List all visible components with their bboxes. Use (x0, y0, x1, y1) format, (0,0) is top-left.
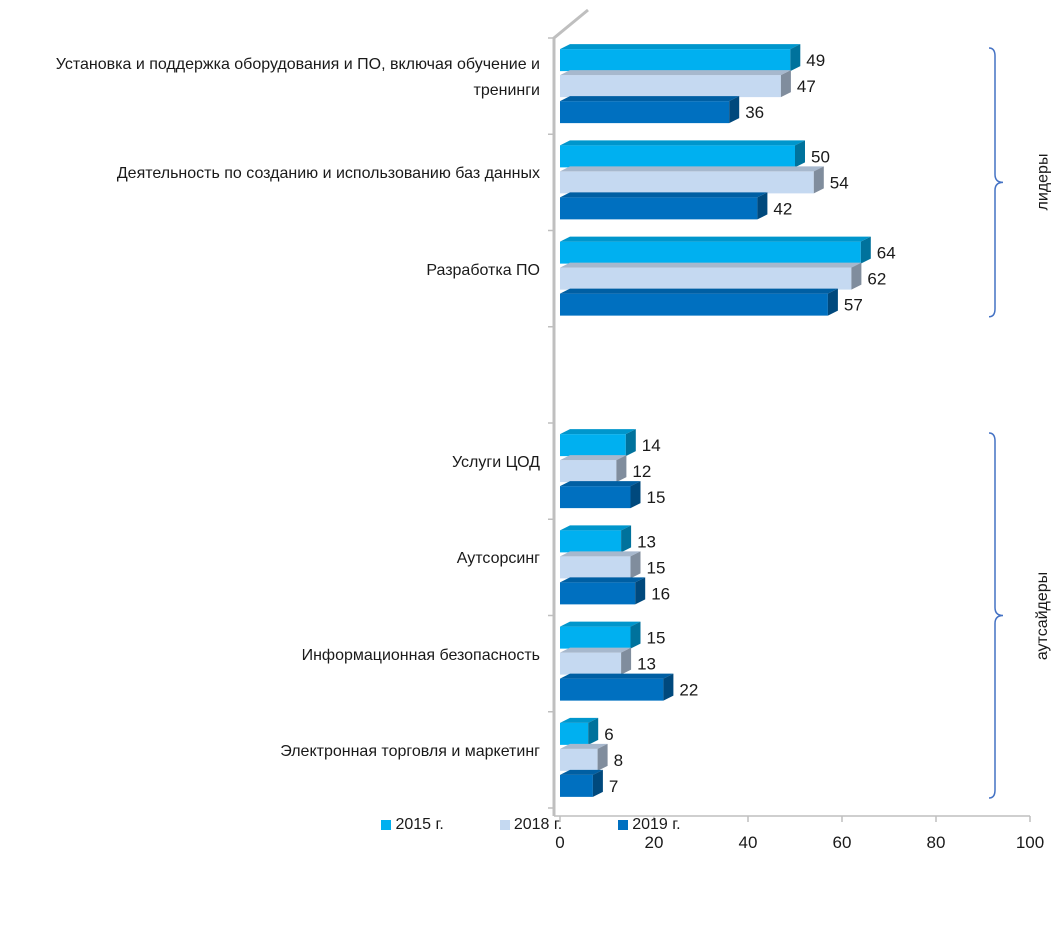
x-tick-label: 20 (645, 833, 664, 852)
bar-value-label: 13 (637, 532, 656, 551)
bar-value-label: 13 (637, 655, 656, 674)
legend-label: 2018 г. (513, 816, 563, 833)
bar (560, 673, 674, 701)
x-tick-label: 0 (555, 833, 564, 852)
bar-value-label: 7 (609, 777, 618, 796)
bar (560, 577, 646, 605)
x-tick-label: 80 (927, 833, 946, 852)
bar-value-label: 15 (647, 558, 666, 577)
group-bracket (988, 432, 1004, 799)
bar (560, 717, 599, 745)
bar (560, 743, 608, 771)
bar-value-label: 42 (773, 199, 792, 218)
legend-swatch (499, 820, 510, 830)
bar (560, 96, 740, 124)
category-label: Установка и поддержка оборудования и ПО,… (55, 56, 540, 100)
category-label: Услуги ЦОД (451, 454, 540, 472)
bar-value-label: 6 (604, 725, 613, 744)
bar (560, 288, 838, 316)
bar (560, 166, 824, 194)
x-tick-label: 60 (833, 833, 852, 852)
bar-value-label: 54 (830, 173, 849, 192)
bar (560, 647, 632, 675)
bar-value-label: 15 (647, 629, 666, 648)
bar-value-label: 14 (642, 436, 661, 455)
bar-value-label: 50 (811, 147, 830, 166)
bar-value-label: 62 (867, 270, 886, 289)
group-label: аутсайдеры (1034, 571, 1052, 660)
bar (560, 769, 603, 797)
category-label: Разработка ПО (426, 261, 540, 279)
x-tick-label: 40 (739, 833, 758, 852)
legend-item: 2018 г. (499, 816, 563, 834)
legend-item: 2015 г. (381, 816, 444, 834)
legend: 2015 г. 2018 г. 2019 г. (0, 816, 1062, 834)
bar-value-label: 36 (745, 103, 764, 122)
bar (560, 551, 641, 579)
bar (560, 140, 805, 168)
category-label: Информационная безопасность (301, 646, 540, 664)
bar-value-label: 8 (614, 751, 623, 770)
bar-value-label: 15 (647, 488, 666, 507)
bar (560, 236, 871, 264)
category-label: Электронная торговля и маркетинг (280, 742, 540, 760)
category-label: Аутсорсинг (456, 550, 540, 568)
bar (560, 621, 641, 649)
legend-label: 2015 г. (395, 816, 444, 833)
bar (560, 525, 632, 553)
bar (560, 192, 768, 220)
bar (560, 262, 862, 290)
bar (560, 455, 627, 483)
legend-label: 2019 г. (632, 816, 681, 833)
x-tick-label: 100 (1016, 833, 1044, 852)
bar-value-label: 16 (651, 584, 670, 603)
category-label: Деятельность по созданию и использованию… (116, 165, 540, 183)
group-label: лидеры (1033, 153, 1051, 211)
legend-swatch (618, 820, 629, 830)
legend-swatch (381, 820, 392, 830)
bar-value-label: 64 (877, 244, 896, 263)
bar-value-label: 12 (632, 462, 651, 481)
bar (560, 44, 801, 72)
bar-value-label: 47 (797, 77, 816, 96)
bar (560, 481, 641, 509)
bar (560, 70, 791, 98)
bar-value-label: 57 (844, 296, 863, 315)
bar-value-label: 22 (679, 681, 698, 700)
bar-value-label: 49 (806, 51, 825, 70)
bar (560, 429, 636, 457)
legend-item: 2019 г. (618, 816, 681, 834)
group-bracket (988, 47, 1004, 318)
